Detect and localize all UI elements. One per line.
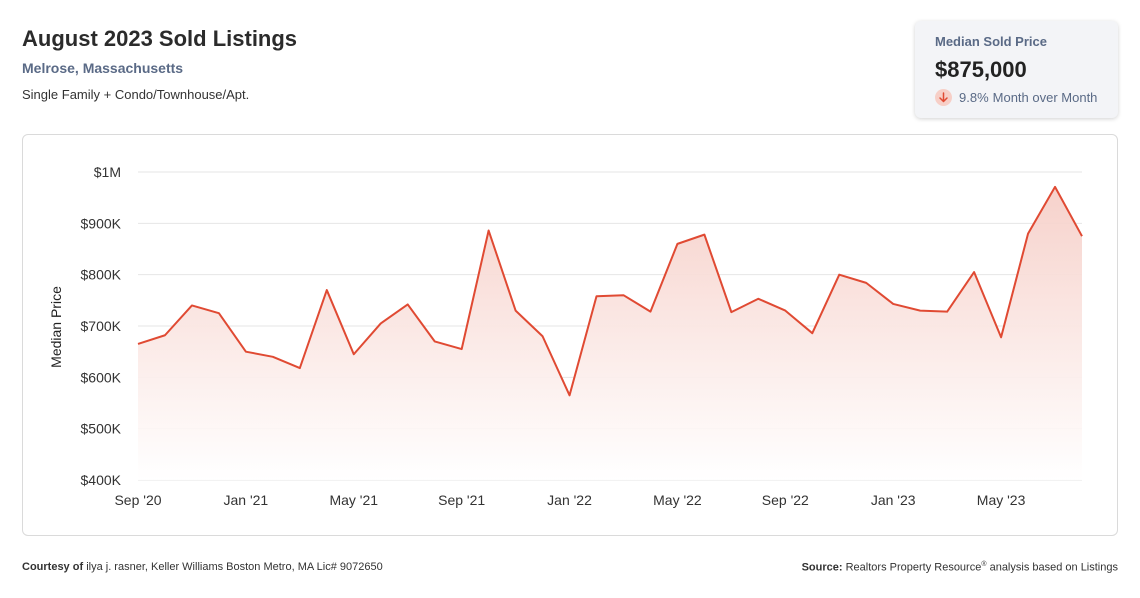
data-point: [891, 302, 895, 306]
location-label: Melrose, Massachusetts: [22, 60, 184, 76]
data-point: [1080, 234, 1084, 238]
y-tick-label: $400K: [81, 472, 122, 488]
data-point: [945, 310, 949, 314]
source-footer: Source: Realtors Property Resource® anal…: [802, 561, 1118, 574]
data-point: [163, 333, 167, 337]
data-point: [568, 393, 572, 397]
y-tick-label: $500K: [81, 421, 122, 437]
data-point: [352, 352, 356, 356]
courtesy-label: Courtesy of: [22, 561, 84, 573]
page-title: August 2023 Sold Listings: [22, 26, 298, 51]
courtesy-text: ilya j. rasner, Keller Williams Boston M…: [86, 561, 383, 573]
kpi-label: Median Sold Price: [935, 34, 1047, 49]
source-text: Realtors Property Resource: [845, 561, 982, 574]
data-point: [729, 310, 733, 314]
data-point: [487, 229, 491, 233]
data-point: [406, 302, 410, 306]
arrow-down-icon: [935, 89, 952, 106]
x-tick-label: Jan '23: [871, 492, 916, 508]
data-point: [136, 342, 140, 346]
data-point: [514, 309, 518, 313]
y-tick-label: $600K: [81, 369, 122, 385]
data-point: [190, 303, 194, 307]
kpi-change-text: Month over Month: [992, 90, 1098, 105]
y-axis-label: Median Price: [48, 286, 64, 368]
x-tick-label: May '22: [653, 492, 702, 508]
series-line: [137, 185, 1083, 397]
data-point: [433, 339, 437, 343]
x-tick-label: May '21: [329, 492, 378, 508]
median-sold-price-card: Median Sold Price $875,000 9.8% Month ov…: [915, 21, 1118, 118]
kpi-change-value: 9.8%: [959, 90, 989, 105]
x-tick-label: Sep '21: [438, 492, 485, 508]
data-point: [864, 281, 868, 285]
data-point: [972, 270, 976, 274]
data-point: [918, 309, 922, 313]
median-price-chart: $400K $500K $600K $700K $800K $900K $1M Sep '2…: [48, 164, 1084, 508]
data-point: [999, 335, 1003, 339]
data-point: [1053, 185, 1057, 189]
data-point: [298, 366, 302, 370]
data-point: [810, 331, 814, 335]
x-tick-label: Jan '21: [224, 492, 269, 508]
data-point: [648, 310, 652, 314]
data-point: [675, 242, 679, 246]
kpi-change: 9.8% Month over Month: [935, 89, 1118, 106]
x-tick-label: Sep '20: [114, 492, 161, 508]
data-point: [271, 355, 275, 359]
courtesy-footer: Courtesy of ilya j. rasner, Keller Willi…: [22, 561, 383, 573]
x-tick-label: May '23: [977, 492, 1026, 508]
data-point: [595, 294, 599, 298]
y-tick-label: $900K: [81, 215, 122, 231]
registered-mark: ®: [981, 561, 987, 568]
data-point: [244, 350, 248, 354]
data-point: [541, 334, 545, 338]
y-tick-label: $700K: [81, 318, 122, 334]
source-suffix: analysis based on Listings: [989, 561, 1118, 574]
y-tick-label: $1M: [94, 164, 121, 180]
data-point: [837, 273, 841, 277]
data-point: [783, 309, 787, 313]
data-point: [325, 288, 329, 292]
data-point: [621, 293, 625, 297]
source-label: Source:: [801, 561, 843, 574]
data-point: [702, 233, 706, 237]
data-point: [379, 321, 383, 325]
x-tick-label: Jan '22: [547, 492, 592, 508]
property-types-label: Single Family + Condo/Townhouse/Apt.: [22, 87, 250, 102]
series-area: [138, 186, 1082, 480]
y-tick-label: $800K: [81, 267, 122, 283]
data-point: [217, 311, 221, 315]
x-tick-label: Sep '22: [762, 492, 809, 508]
kpi-value: $875,000: [935, 57, 1027, 82]
data-point: [460, 347, 464, 351]
chart-card: $400K $500K $600K $700K $800K $900K $1M Sep '2…: [22, 134, 1118, 536]
data-point: [756, 297, 760, 301]
data-point: [1026, 232, 1030, 236]
